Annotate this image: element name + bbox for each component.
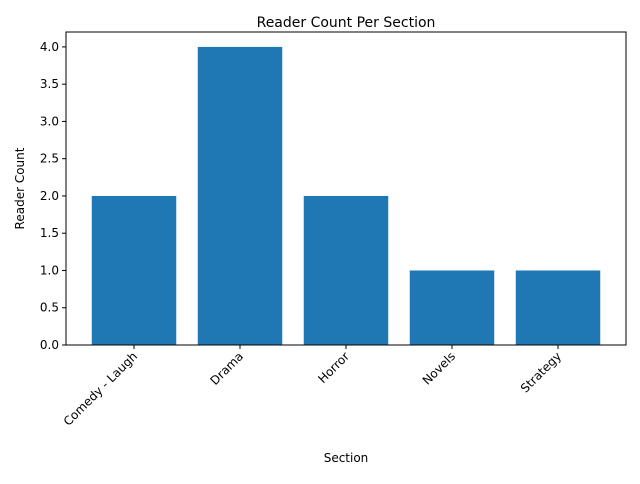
plot-frame bbox=[65, 31, 627, 346]
plot-area bbox=[91, 46, 601, 346]
y-axis: 0.0 0.5 1.0 1.5 2.0 2.5 3.0 3.5 4.0 bbox=[40, 40, 66, 352]
y-tick-label: 3.0 bbox=[40, 114, 59, 128]
y-tick-label: 1.5 bbox=[40, 226, 59, 240]
bar-horror bbox=[303, 195, 389, 345]
x-tick-label: Novels bbox=[420, 349, 458, 387]
y-tick-label: 2.5 bbox=[40, 152, 59, 166]
x-axis: Comedy - Laugh Drama Horror Novels Strategy bbox=[61, 345, 564, 429]
bar-strategy bbox=[515, 270, 601, 345]
y-tick-label: 3.5 bbox=[40, 77, 59, 91]
y-axis-label: Reader Count bbox=[13, 147, 27, 229]
x-tick-label: Comedy - Laugh bbox=[61, 349, 140, 428]
bar-drama bbox=[197, 46, 283, 346]
bar-novels bbox=[409, 270, 495, 345]
x-tick-label: Strategy bbox=[518, 349, 564, 395]
chart-title: Reader Count Per Section bbox=[257, 15, 436, 31]
y-tick-label: 1.0 bbox=[40, 263, 59, 277]
x-axis-label: Section bbox=[324, 451, 369, 465]
x-tick-label: Horror bbox=[315, 349, 352, 386]
y-tick-label: 4.0 bbox=[40, 40, 59, 54]
x-tick-label: Drama bbox=[208, 349, 247, 388]
y-tick-label: 0.0 bbox=[40, 338, 59, 352]
y-tick-label: 2.0 bbox=[40, 189, 59, 203]
bar-comedy-laugh bbox=[91, 195, 177, 345]
y-tick-label: 0.5 bbox=[40, 301, 59, 315]
